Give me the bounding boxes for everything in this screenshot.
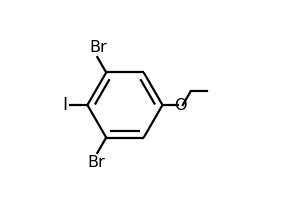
- Text: O: O: [174, 97, 187, 113]
- Text: Br: Br: [87, 155, 105, 170]
- Text: Br: Br: [89, 40, 107, 55]
- Text: I: I: [62, 96, 67, 114]
